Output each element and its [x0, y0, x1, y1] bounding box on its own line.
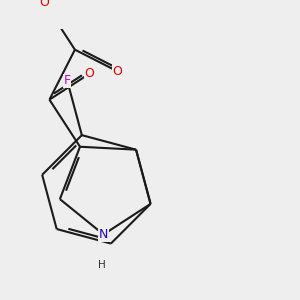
Text: N: N [99, 228, 108, 241]
Text: H: H [98, 260, 106, 270]
Text: O: O [112, 65, 122, 78]
Text: O: O [39, 0, 49, 9]
Text: O: O [85, 67, 94, 80]
Text: F: F [64, 74, 71, 87]
